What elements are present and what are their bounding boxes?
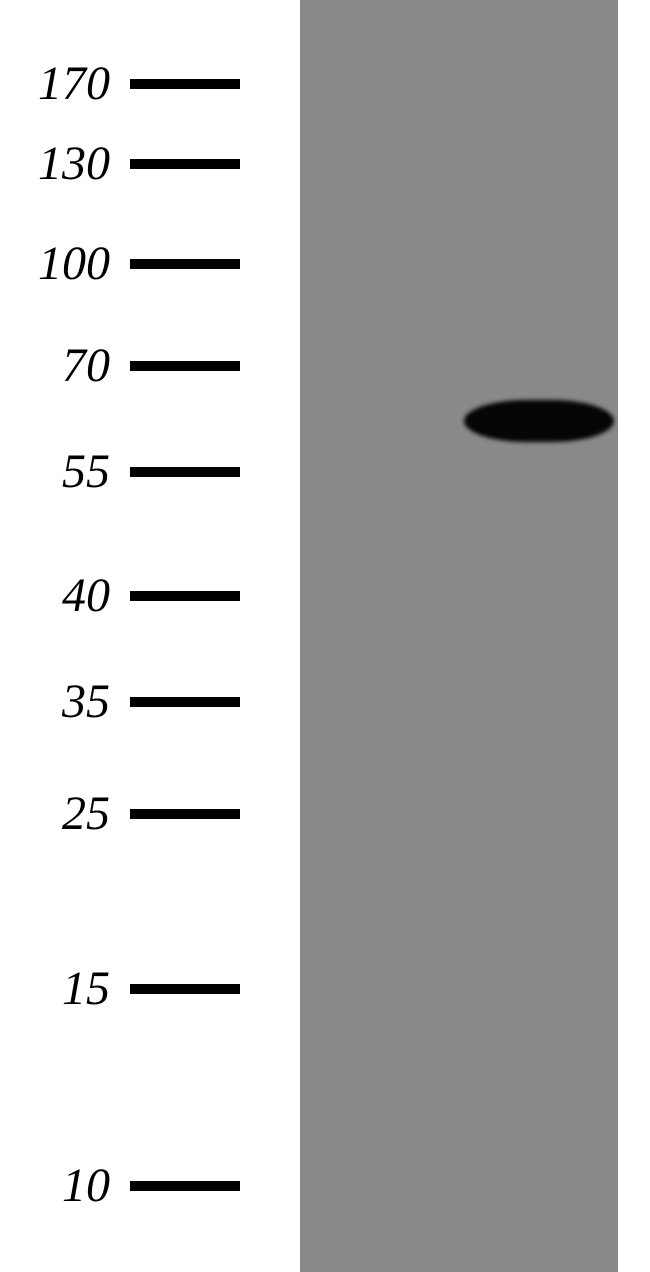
ladder-marker: 170 xyxy=(0,56,300,111)
ladder-marker-label: 70 xyxy=(0,338,130,393)
ladder-marker-label: 55 xyxy=(0,444,130,499)
ladder-tick xyxy=(130,361,240,371)
ladder-tick xyxy=(130,809,240,819)
ladder-marker: 40 xyxy=(0,568,300,623)
ladder-tick xyxy=(130,697,240,707)
ladder-tick xyxy=(130,467,240,477)
ladder-marker: 35 xyxy=(0,674,300,729)
ladder-marker: 15 xyxy=(0,961,300,1016)
ladder-marker: 70 xyxy=(0,338,300,393)
ladder-tick xyxy=(130,591,240,601)
ladder-marker-label: 10 xyxy=(0,1158,130,1213)
ladder-marker: 25 xyxy=(0,786,300,841)
ladder-marker-label: 40 xyxy=(0,568,130,623)
molecular-weight-ladder: 170 130 100 70 55 40 35 25 15 10 xyxy=(0,0,300,1272)
ladder-marker-label: 130 xyxy=(0,136,130,191)
ladder-tick xyxy=(130,984,240,994)
ladder-marker: 130 xyxy=(0,136,300,191)
ladder-marker: 10 xyxy=(0,1158,300,1213)
protein-band xyxy=(464,400,614,442)
ladder-marker-label: 170 xyxy=(0,56,130,111)
ladder-marker: 55 xyxy=(0,444,300,499)
ladder-marker-label: 25 xyxy=(0,786,130,841)
ladder-tick xyxy=(130,159,240,169)
gel-membrane xyxy=(300,0,618,1272)
ladder-tick xyxy=(130,259,240,269)
ladder-marker-label: 15 xyxy=(0,961,130,1016)
ladder-marker-label: 100 xyxy=(0,236,130,291)
ladder-tick xyxy=(130,79,240,89)
ladder-marker: 100 xyxy=(0,236,300,291)
ladder-marker-label: 35 xyxy=(0,674,130,729)
ladder-tick xyxy=(130,1181,240,1191)
